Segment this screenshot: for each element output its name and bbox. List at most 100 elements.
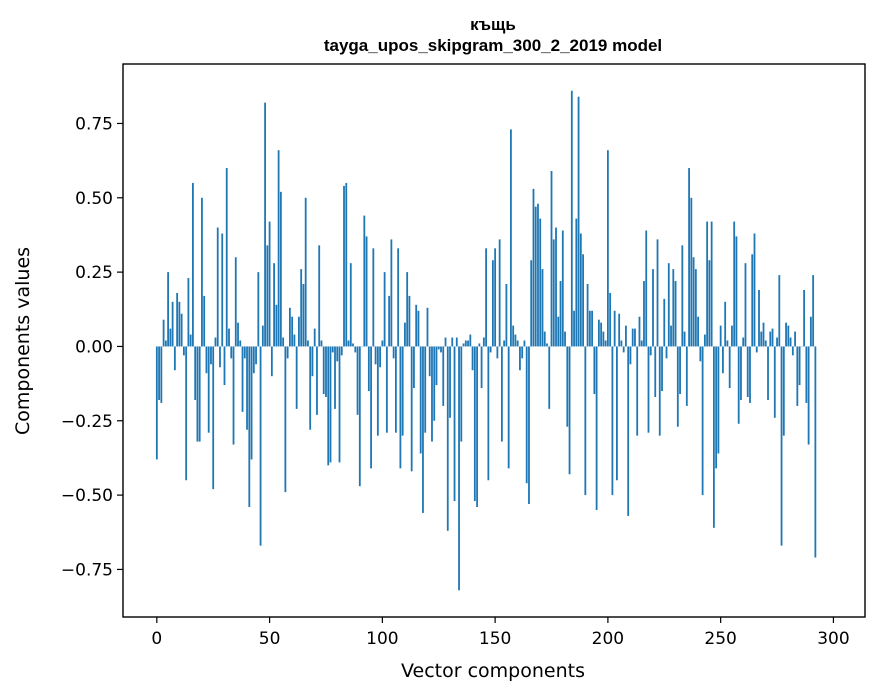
bar-35 [234,257,237,347]
bar-6 [169,328,172,347]
bar-239 [694,269,697,347]
x-tick-label-150: 150 [479,629,511,649]
bar-178 [557,316,560,347]
bar-54 [277,150,280,347]
bar-162 [521,346,524,359]
bar-240 [697,316,699,347]
bar-224 [661,346,663,392]
bar-280 [787,325,790,347]
bar-193 [591,310,593,347]
bar-3 [162,319,165,347]
bar-72 [318,245,321,347]
bar-86 [349,263,352,347]
bar-23 [207,346,210,433]
bar-287 [803,289,805,347]
bar-189 [582,254,584,347]
bar-176 [552,239,555,347]
y-tick-label-4: 0.25 [75,263,113,283]
bar-129 [446,346,449,531]
bar-53 [275,304,278,347]
bar-22 [205,346,208,374]
bar-215 [640,340,643,347]
bar-20 [201,197,203,347]
bar-8 [173,346,176,371]
bar-46 [259,346,262,546]
bar-165 [528,346,530,505]
bar-237 [690,197,693,347]
y-tick-label-3: 0.00 [75,337,113,357]
bar-43 [252,346,255,374]
bar-84 [345,182,348,347]
bar-140 [471,346,474,371]
bar-216 [643,281,645,347]
bar-25 [212,346,215,490]
bar-45 [257,272,260,347]
bar-74 [322,346,325,395]
bar-190 [584,346,587,496]
bar-60 [291,316,294,347]
bar-17 [194,346,197,400]
bar-88 [354,346,357,353]
bar-225 [663,298,666,347]
bar-44 [255,346,257,365]
x-tick-label-100: 100 [366,629,398,649]
bar-155 [505,284,508,347]
bar-199 [604,340,607,347]
bar-68 [309,346,312,430]
bar-161 [519,346,521,371]
bar-52 [273,263,275,347]
bar-26 [214,337,217,347]
bar-118 [422,346,424,513]
bar-70 [313,328,316,347]
bar-100 [381,340,384,347]
bar-32 [228,328,230,347]
bar-87 [352,343,354,347]
bar-125 [437,346,440,350]
bar-245 [708,260,711,347]
bar-110 [404,322,406,347]
bar-93 [365,236,368,347]
bar-183 [568,346,571,475]
bar-166 [530,260,533,347]
bar-266 [755,346,758,353]
bar-142 [476,346,478,507]
bar-119 [424,346,427,433]
bar-19 [198,346,201,442]
bar-59 [288,307,291,347]
bar-109 [401,346,404,436]
bar-82 [340,346,343,356]
bar-292 [814,346,817,558]
chart-title-line-1: къщь [470,15,516,34]
bar-108 [399,346,402,469]
bar-186 [575,218,578,347]
x-tick-label-300: 300 [817,629,849,649]
bar-113 [410,346,413,472]
bar-127 [442,346,445,406]
bar-95 [370,346,372,469]
bar-173 [546,343,548,347]
bar-247 [712,346,715,528]
bar-203 [613,310,616,347]
bar-114 [413,346,415,389]
bar-146 [485,248,487,347]
bar-221 [654,346,657,397]
bar-5 [167,272,169,347]
bar-15 [189,334,192,347]
bar-209 [627,346,630,516]
y-tick-label-0: −0.75 [61,560,113,580]
bar-122 [431,346,433,442]
bar-40 [246,346,248,430]
bar-77 [329,346,332,463]
bar-58 [286,346,289,359]
bar-179 [559,281,562,347]
bar-148 [489,346,492,353]
bar-257 [735,236,738,347]
bar-133 [455,337,458,347]
bar-231 [676,346,679,427]
bar-65 [302,284,305,347]
bar-180 [561,230,564,347]
bar-62 [295,346,298,409]
bar-188 [579,233,582,347]
bar-268 [760,331,763,347]
bar-291 [812,275,815,347]
